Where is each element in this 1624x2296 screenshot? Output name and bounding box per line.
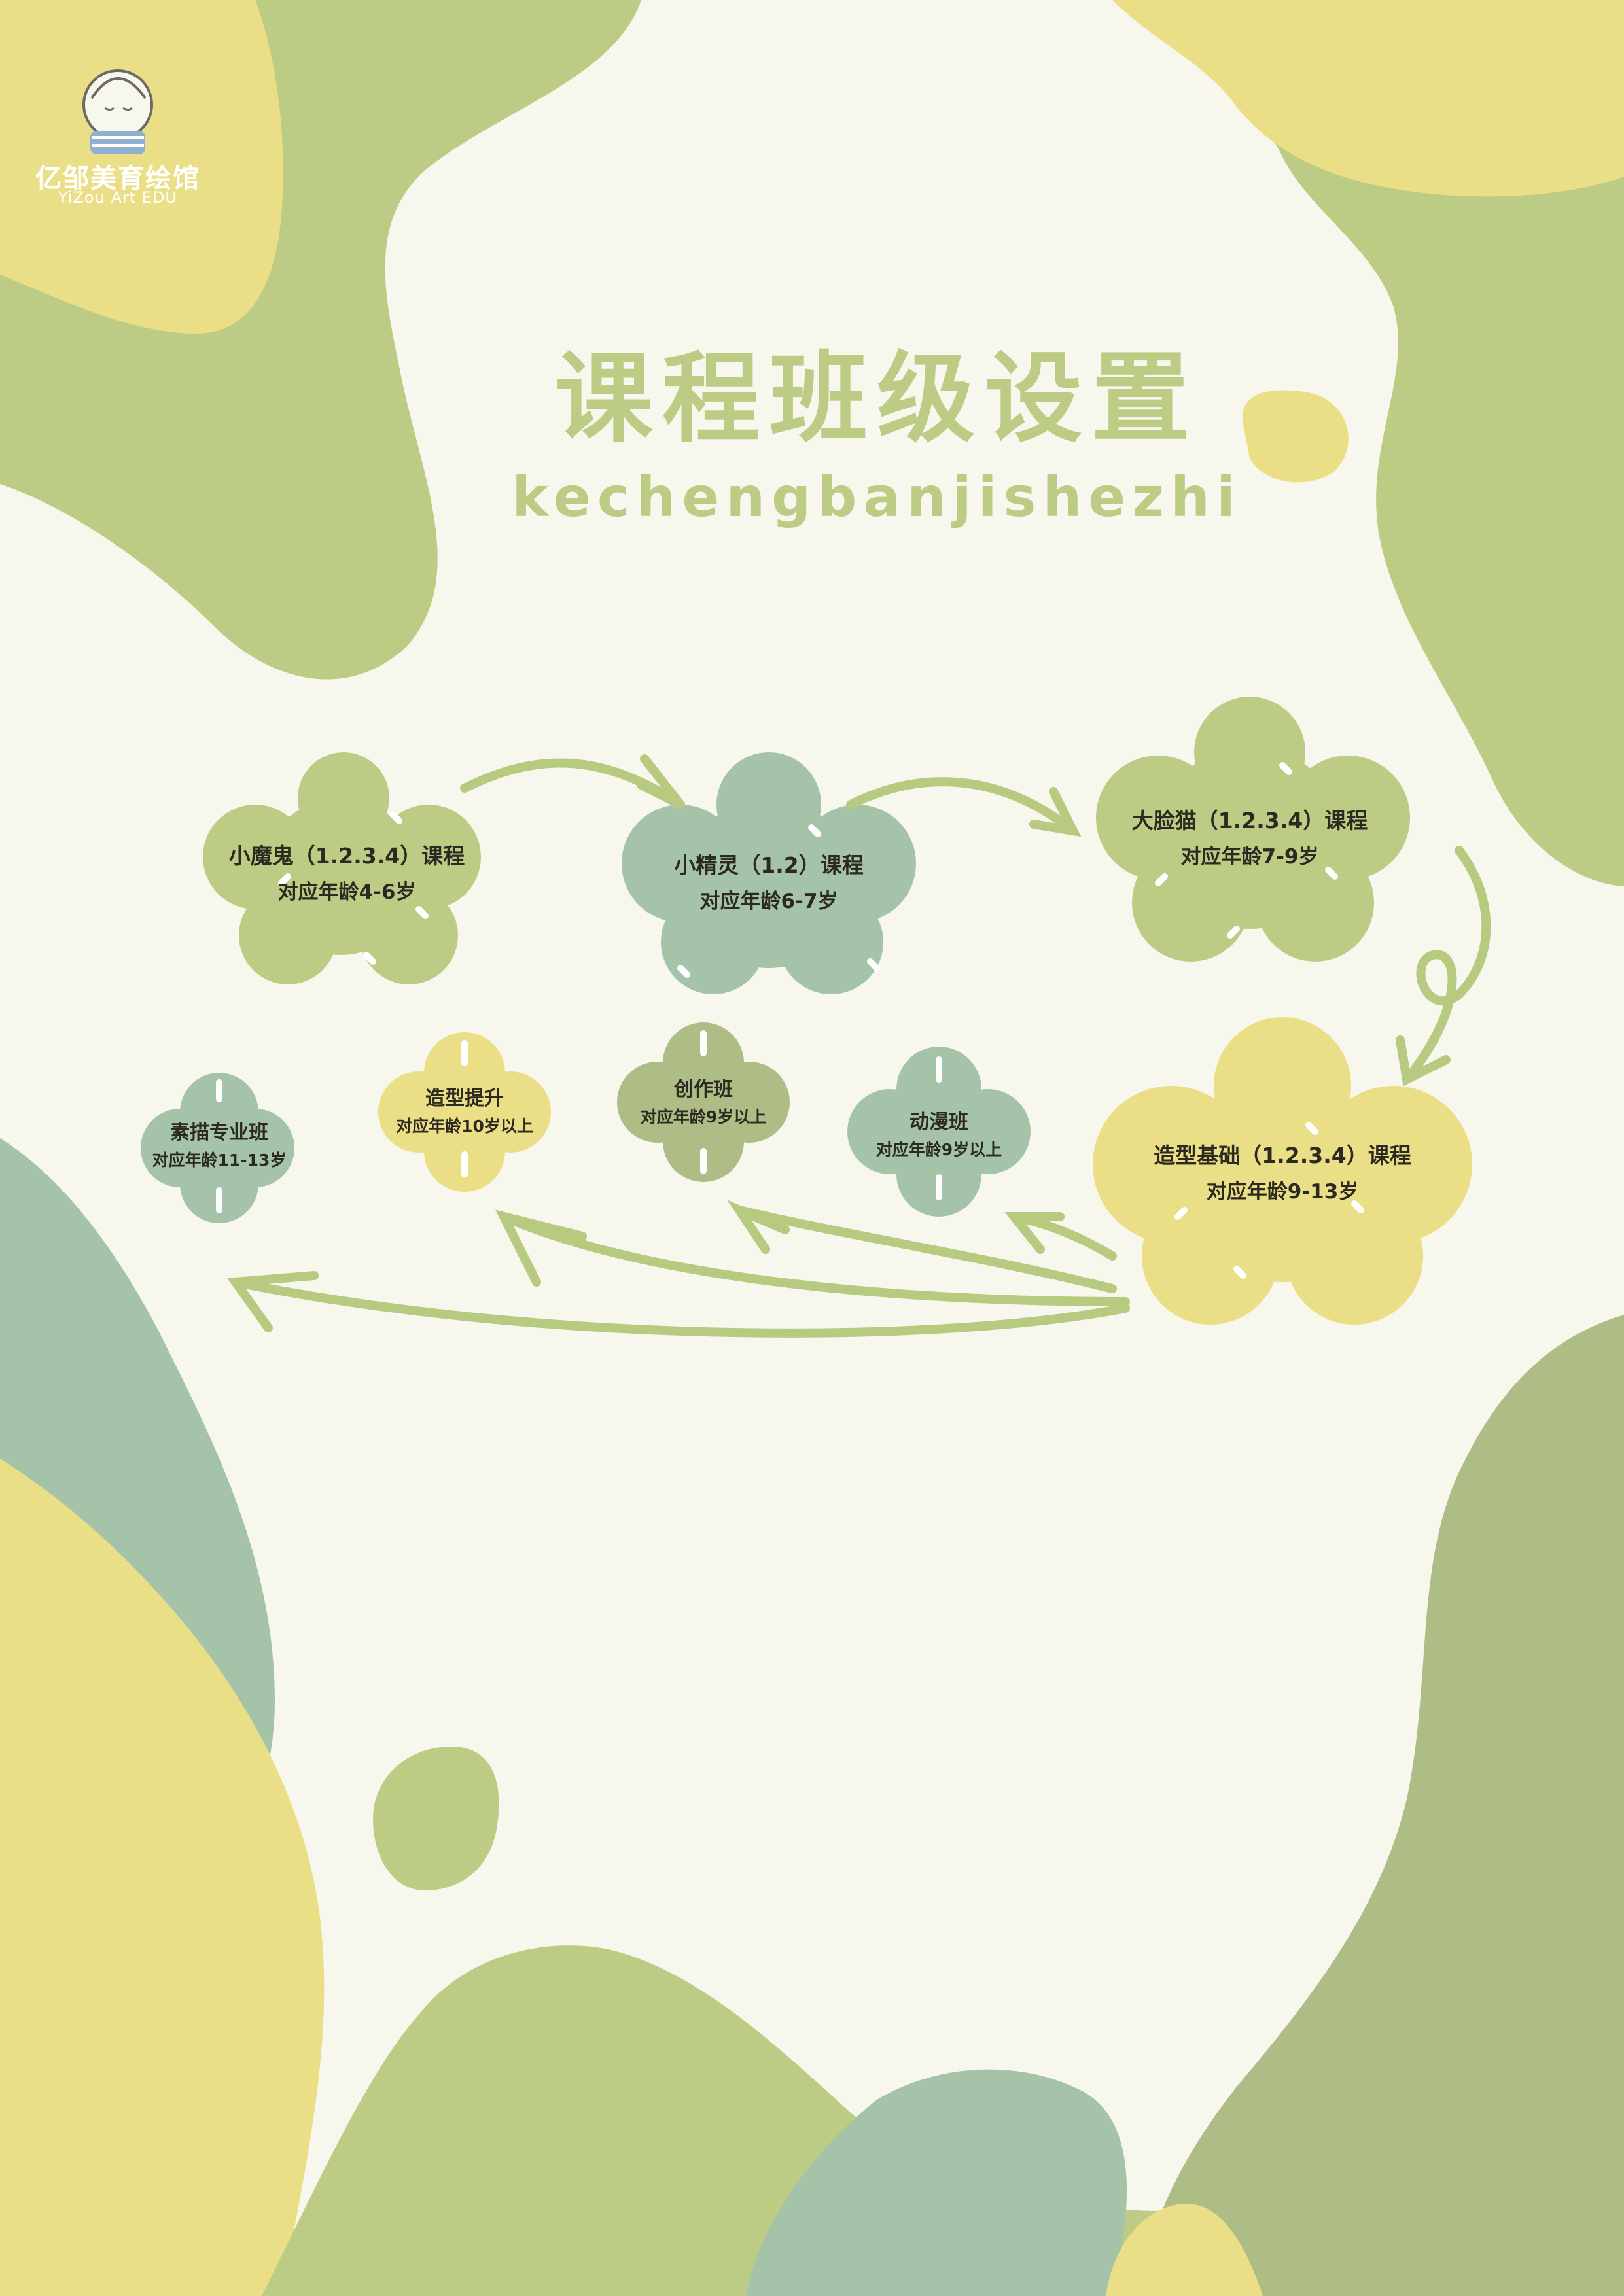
arrow-2-to-3 <box>846 777 1078 835</box>
blob-bottom-sage <box>746 2069 1127 2296</box>
blob-title-dot <box>1242 390 1349 483</box>
class-3-age: 对应年龄9岁以上 <box>640 1107 767 1126</box>
clover-class-3 <box>617 1022 790 1182</box>
course-1-age: 对应年龄4-6岁 <box>277 880 416 904</box>
blob-small-green <box>373 1747 499 1890</box>
course-4-name: 造型基础（1.2.3.4）课程 <box>1154 1143 1411 1168</box>
flower-course-3 <box>1096 697 1410 962</box>
logo-subtitle: YiZou Art EDU <box>58 188 177 207</box>
course-4-age: 对应年龄9-13岁 <box>1206 1180 1359 1204</box>
class-2-name: 造型提升 <box>425 1087 504 1110</box>
class-1-label: 素描专业班 对应年龄11-13岁 <box>124 1116 314 1171</box>
course-2-label: 小精灵（1.2）课程 对应年龄6-7岁 <box>628 848 909 914</box>
arrow-3-to-4 <box>1402 846 1491 1084</box>
logo-name: 亿邹美育绘馆 <box>35 164 200 194</box>
clover-class-1 <box>141 1073 294 1223</box>
class-1-name: 素描专业班 <box>170 1121 268 1144</box>
course-1-label: 小魔鬼（1.2.3.4）课程 对应年龄4-6岁 <box>196 839 497 905</box>
arrow-4-to-class-3 <box>735 1206 1117 1293</box>
blob-top-right-yellow <box>1112 0 1624 197</box>
class-2-age: 对应年龄10岁以上 <box>396 1117 533 1136</box>
class-4-age: 对应年龄9岁以上 <box>875 1140 1002 1159</box>
class-2-label: 造型提升 对应年龄10岁以上 <box>370 1082 559 1137</box>
clover-class-4 <box>847 1047 1031 1217</box>
flower-course-4 <box>1093 1017 1472 1325</box>
course-2-name: 小精灵（1.2）课程 <box>674 852 864 878</box>
course-1-name: 小魔鬼（1.2.3.4）课程 <box>228 843 465 869</box>
arrow-4-to-class-2 <box>499 1212 1130 1306</box>
class-3-name: 创作班 <box>674 1078 733 1101</box>
course-3-label: 大脸猫（1.2.3.4）课程 对应年龄7-9岁 <box>1093 803 1407 869</box>
blob-bottom-right-olive <box>1139 1315 1624 2296</box>
course-2-age: 对应年龄6-7岁 <box>699 890 838 913</box>
logo-girl-icon <box>82 69 153 154</box>
course-3-name: 大脸猫（1.2.3.4）课程 <box>1131 808 1368 833</box>
blob-top-right-green <box>1125 0 1624 886</box>
page-title-pinyin: kechengbanjishezhi <box>512 465 1242 529</box>
class-4-name: 动漫班 <box>909 1111 968 1134</box>
class-1-age: 对应年龄11-13岁 <box>152 1151 287 1170</box>
class-3-label: 创作班 对应年龄9岁以上 <box>609 1073 798 1128</box>
blob-bottom-left-yellow <box>0 1459 325 2296</box>
white-accent-dashes <box>216 762 1364 1279</box>
flow-arrows <box>227 754 1491 1338</box>
page-title: 课程班级设置 <box>554 342 1199 456</box>
course-4-label: 造型基础（1.2.3.4）课程 对应年龄9-13岁 <box>1112 1138 1453 1204</box>
class-4-label: 动漫班 对应年龄9岁以上 <box>844 1105 1034 1160</box>
arrow-4-to-class-1 <box>231 1278 1130 1338</box>
blob-bottom-right-yellow <box>1106 2203 1263 2296</box>
course-3-age: 对应年龄7-9岁 <box>1180 845 1319 869</box>
flower-course-2 <box>622 752 916 994</box>
blob-top-left-yellow <box>0 0 283 334</box>
